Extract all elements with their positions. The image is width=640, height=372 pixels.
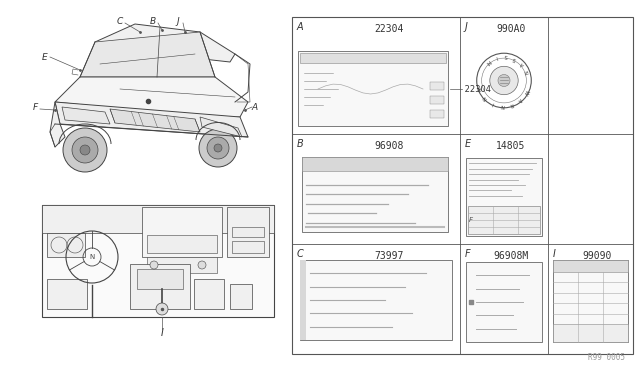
Bar: [300, 260, 306, 340]
Bar: [42, 205, 274, 317]
Bar: [430, 96, 444, 104]
Circle shape: [490, 66, 518, 95]
Bar: [553, 260, 628, 342]
Text: R99 0005: R99 0005: [588, 353, 625, 362]
Text: 22304: 22304: [462, 84, 491, 93]
Text: N: N: [500, 103, 504, 108]
Text: B: B: [297, 139, 304, 149]
Text: N: N: [90, 254, 95, 260]
Text: E: E: [465, 139, 471, 149]
Circle shape: [80, 145, 90, 155]
Bar: [232, 227, 264, 237]
Circle shape: [150, 261, 158, 269]
Text: F: F: [465, 249, 470, 259]
Text: M: M: [485, 58, 492, 65]
Text: S: S: [504, 53, 508, 58]
Text: I: I: [161, 328, 163, 338]
Text: E: E: [42, 52, 48, 61]
Polygon shape: [50, 102, 65, 147]
Bar: [300, 260, 452, 340]
Circle shape: [63, 128, 107, 172]
Bar: [227, 207, 269, 257]
Text: C: C: [297, 249, 304, 259]
Bar: [430, 110, 444, 118]
Bar: [230, 284, 252, 309]
Circle shape: [214, 144, 222, 152]
Bar: [42, 205, 274, 233]
Bar: [194, 279, 224, 309]
Text: G: G: [477, 86, 484, 92]
Bar: [130, 264, 190, 309]
Bar: [147, 235, 217, 253]
Bar: [430, 82, 444, 90]
Text: J: J: [177, 17, 179, 26]
Text: 96908M: 96908M: [493, 251, 529, 261]
Bar: [147, 257, 217, 273]
Text: N: N: [483, 94, 489, 100]
Text: S: S: [513, 55, 517, 61]
Text: I: I: [553, 249, 556, 259]
Text: A: A: [517, 96, 523, 103]
Circle shape: [72, 137, 98, 163]
Text: R: R: [509, 101, 514, 107]
Text: W: W: [523, 89, 529, 96]
Bar: [137, 269, 183, 289]
Text: C: C: [117, 16, 123, 26]
Circle shape: [198, 261, 206, 269]
Text: N: N: [524, 70, 531, 75]
Circle shape: [207, 137, 229, 159]
Polygon shape: [62, 107, 110, 124]
Text: B: B: [150, 16, 156, 26]
Polygon shape: [110, 109, 200, 132]
Text: J: J: [465, 22, 468, 32]
Text: A: A: [520, 61, 525, 67]
Text: 96908: 96908: [375, 141, 404, 151]
Text: 22304: 22304: [375, 24, 404, 34]
Text: 990A0: 990A0: [497, 24, 525, 34]
Bar: [302, 157, 448, 232]
Polygon shape: [95, 24, 235, 62]
Bar: [232, 241, 264, 253]
Bar: [553, 324, 628, 342]
Bar: [302, 157, 448, 171]
Text: 14805: 14805: [497, 141, 525, 151]
Polygon shape: [80, 32, 215, 77]
Bar: [142, 207, 222, 257]
Text: I: I: [492, 100, 495, 105]
Polygon shape: [200, 117, 242, 137]
Text: 73997: 73997: [375, 251, 404, 261]
Bar: [466, 262, 542, 342]
Text: A: A: [252, 103, 258, 112]
Text: A: A: [297, 22, 303, 32]
Polygon shape: [55, 102, 248, 137]
Circle shape: [156, 303, 168, 315]
Bar: [47, 233, 85, 257]
Text: F: F: [469, 217, 473, 223]
Bar: [298, 51, 448, 126]
Circle shape: [498, 74, 510, 87]
Bar: [292, 17, 633, 354]
Circle shape: [199, 129, 237, 167]
Bar: [553, 260, 628, 272]
Bar: [466, 158, 542, 236]
Text: F: F: [33, 103, 38, 112]
Polygon shape: [55, 77, 248, 117]
Text: I: I: [495, 54, 498, 60]
Bar: [468, 206, 540, 234]
Bar: [300, 53, 446, 63]
Text: 99090: 99090: [582, 251, 612, 261]
Bar: [47, 279, 87, 309]
